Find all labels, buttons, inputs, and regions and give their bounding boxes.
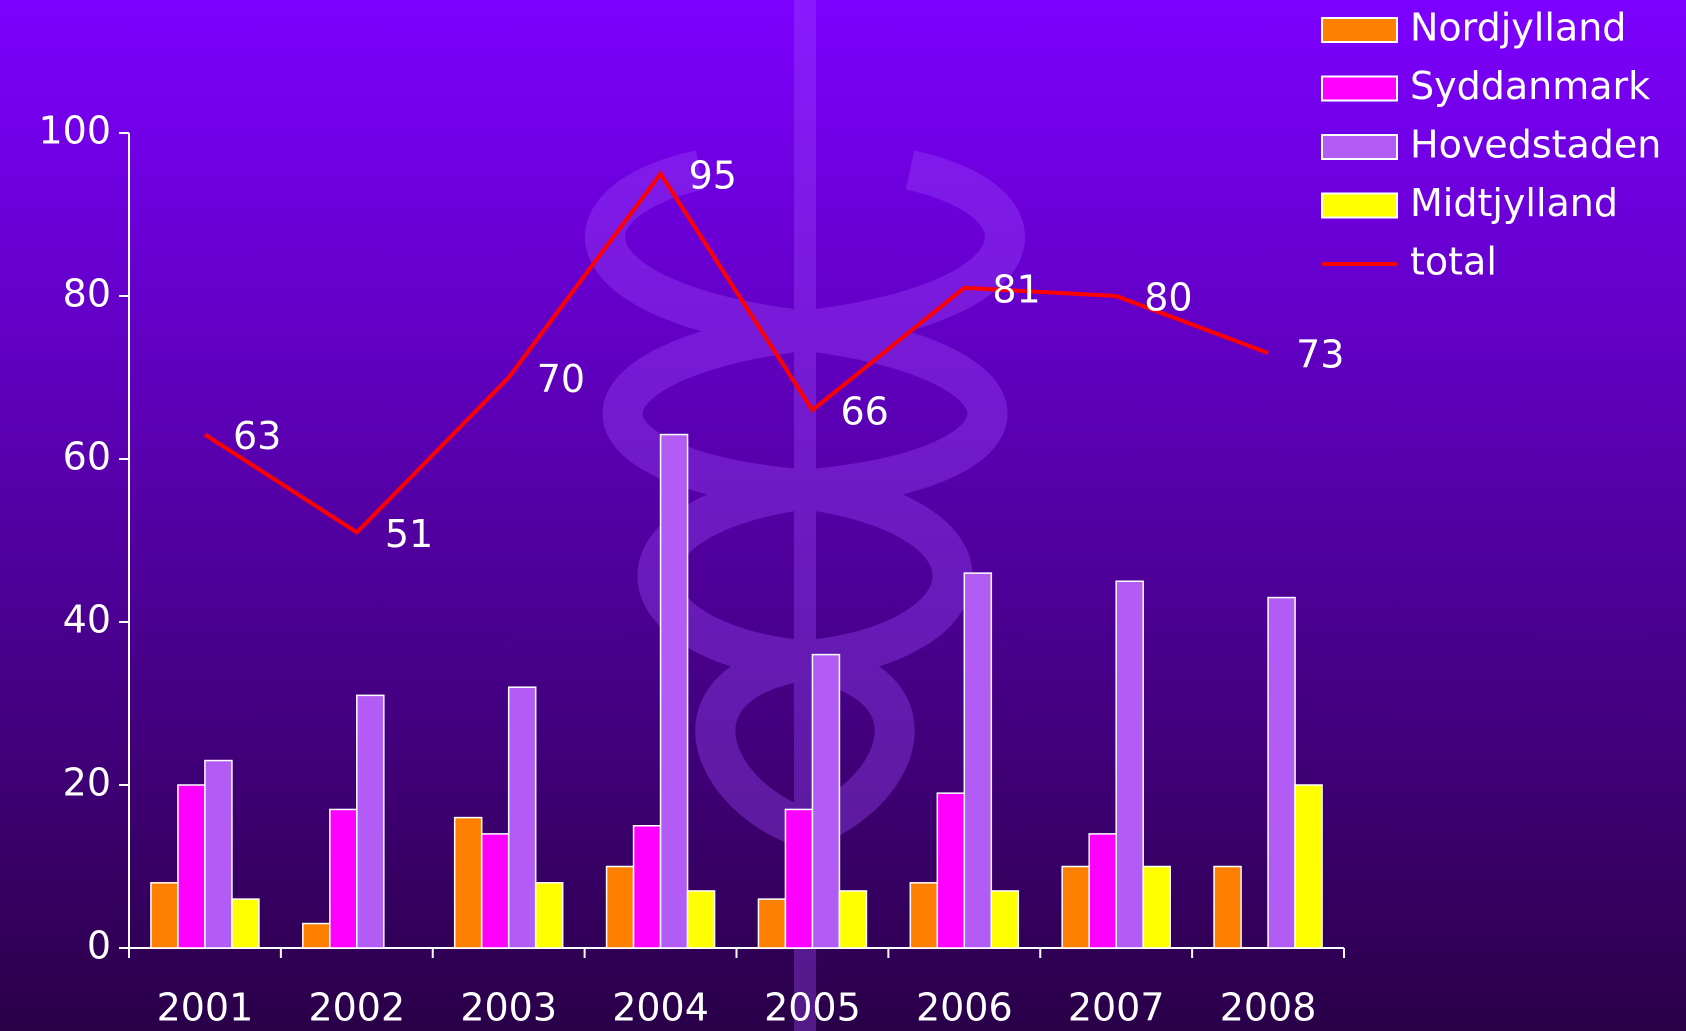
data-label: 51 xyxy=(385,512,433,556)
bar xyxy=(910,883,937,948)
y-tick-label: 80 xyxy=(63,272,111,316)
bar xyxy=(1143,867,1170,949)
legend-swatch xyxy=(1322,135,1397,159)
data-label: 63 xyxy=(233,414,281,458)
bar xyxy=(455,818,482,948)
legend-swatch xyxy=(1322,194,1397,218)
bar xyxy=(1116,581,1143,948)
legend-label: Syddanmark xyxy=(1410,64,1650,108)
data-label: 66 xyxy=(840,390,888,434)
bar xyxy=(1295,785,1322,948)
y-tick-label: 40 xyxy=(63,598,111,642)
bar xyxy=(357,695,384,948)
data-label: 81 xyxy=(992,267,1040,311)
bar xyxy=(785,809,812,948)
data-label: 95 xyxy=(689,153,737,197)
legend-label: total xyxy=(1410,240,1497,284)
chart: 0 20 40 60 80 100 2001 2002 2003 2004 2005 2006 2007… xyxy=(0,0,1686,1031)
bar xyxy=(607,867,634,949)
bar xyxy=(839,891,866,948)
legend-label: Hovedstaden xyxy=(1410,123,1661,167)
y-tick-label: 60 xyxy=(63,435,111,479)
bar xyxy=(151,883,178,948)
bar xyxy=(634,826,661,948)
x-tick-label: 2008 xyxy=(1220,986,1317,1030)
bar xyxy=(991,891,1018,948)
bar xyxy=(758,899,785,948)
bar xyxy=(1268,598,1295,948)
legend-swatch xyxy=(1322,77,1397,101)
bar xyxy=(536,883,563,948)
bar xyxy=(303,924,330,948)
x-tick-label: 2004 xyxy=(612,986,709,1030)
bar xyxy=(1214,867,1241,949)
legend-label: Nordjylland xyxy=(1410,6,1626,50)
bar xyxy=(509,687,536,948)
bar xyxy=(1062,867,1089,949)
x-tick-label: 2003 xyxy=(460,986,557,1030)
bar xyxy=(205,761,232,948)
bar xyxy=(482,834,509,948)
bar xyxy=(964,573,991,948)
bar xyxy=(937,793,964,948)
y-tick-label: 0 xyxy=(87,924,111,968)
bar xyxy=(688,891,715,948)
y-tick-label: 100 xyxy=(38,109,111,153)
bar xyxy=(232,899,259,948)
bar xyxy=(1089,834,1116,948)
x-tick-label: 2006 xyxy=(916,986,1013,1030)
x-tick-label: 2005 xyxy=(764,986,861,1030)
bar xyxy=(812,655,839,948)
data-label: 80 xyxy=(1144,276,1192,320)
x-tick-label: 2007 xyxy=(1068,986,1165,1030)
bar xyxy=(330,809,357,948)
data-label: 70 xyxy=(537,357,585,401)
x-tick-label: 2001 xyxy=(157,986,254,1030)
y-tick-label: 20 xyxy=(63,761,111,805)
bar xyxy=(661,435,688,948)
legend-swatch xyxy=(1322,18,1397,42)
bar xyxy=(178,785,205,948)
data-label: 73 xyxy=(1296,333,1344,377)
legend-label: Midtjylland xyxy=(1410,181,1618,225)
x-tick-label: 2002 xyxy=(308,986,405,1030)
